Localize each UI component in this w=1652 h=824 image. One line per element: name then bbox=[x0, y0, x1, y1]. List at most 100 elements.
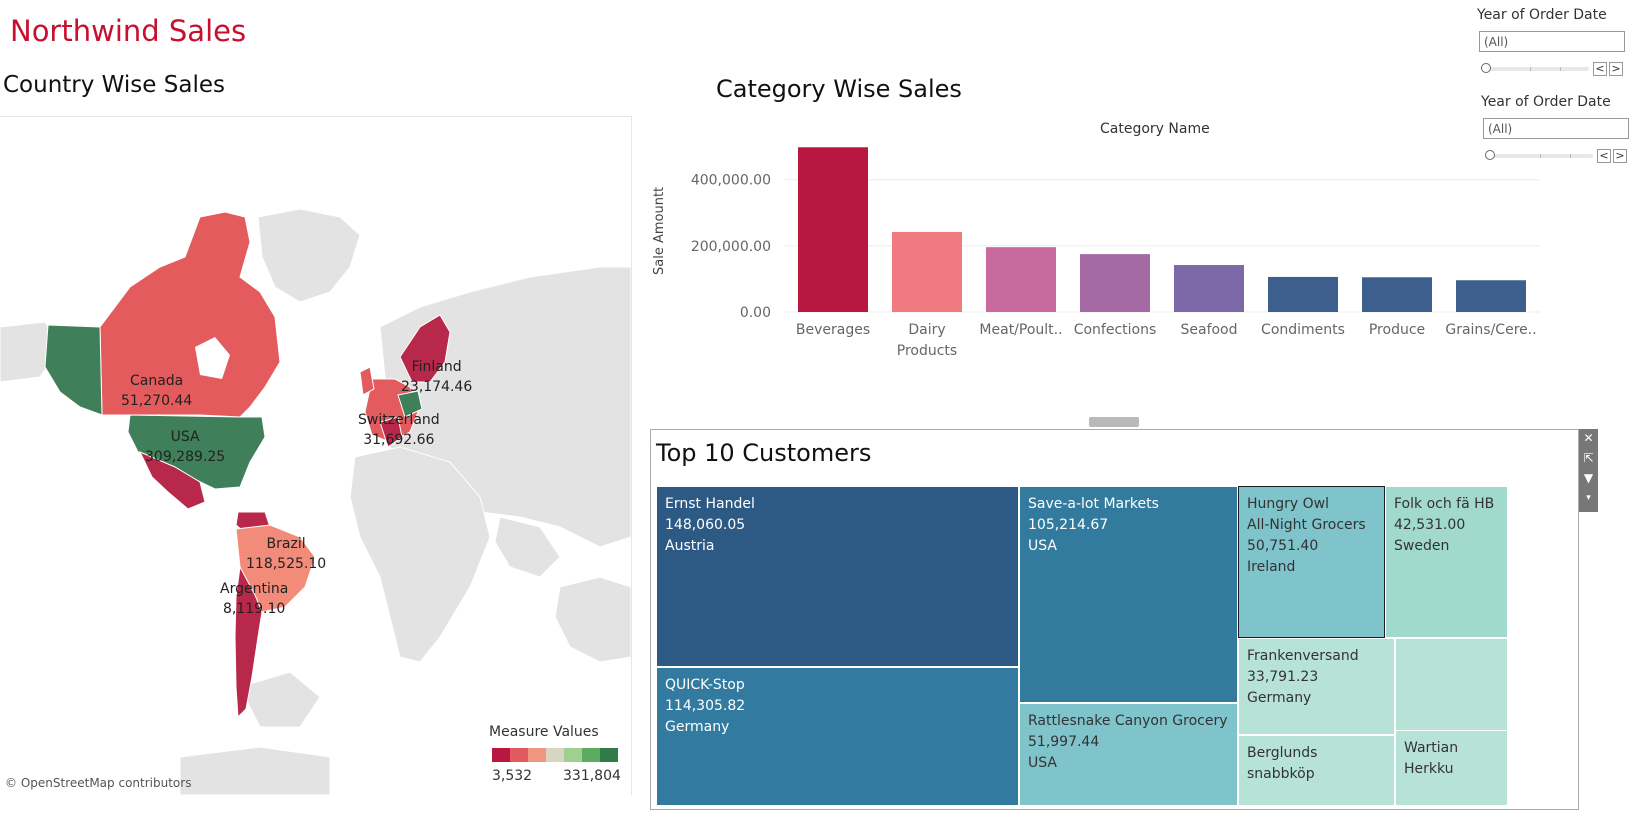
x-tick-label: Seafood bbox=[1180, 322, 1237, 338]
tile-sales-value: 148,060.05 bbox=[665, 517, 746, 533]
slider-tick bbox=[1560, 67, 1561, 71]
tile-customer-name: Frankenversand bbox=[1247, 648, 1359, 664]
year-filter-input-1[interactable]: (All) bbox=[1479, 31, 1625, 52]
year-slider-knob-1[interactable] bbox=[1481, 63, 1491, 73]
year-filter-label-1: Year of Order Date bbox=[1477, 7, 1607, 23]
bar[interactable] bbox=[986, 247, 1056, 312]
country-value: 309,289.25 bbox=[145, 449, 226, 465]
country-switzerland[interactable] bbox=[379, 416, 403, 448]
x-tick-label: Dairy bbox=[908, 322, 945, 338]
worksheet-toolbar: ✕ ⇱ ▼ ▾ bbox=[1579, 429, 1598, 512]
close-icon[interactable]: ✕ bbox=[1583, 431, 1594, 445]
map-label-usa: USA 309,289.25 bbox=[145, 427, 225, 467]
country-name: Finland bbox=[411, 359, 462, 375]
map-label-brazil: Brazil 118,525.10 bbox=[246, 534, 326, 574]
country-mexico[interactable] bbox=[138, 451, 206, 510]
treemap-tile[interactable]: Hungry Owl All-Night Grocers 50,751.40 I… bbox=[1238, 486, 1385, 638]
year-slider-track-1[interactable] bbox=[1483, 67, 1589, 71]
country-value: 118,525.10 bbox=[246, 556, 327, 572]
tile-customer-name: QUICK-Stop bbox=[665, 677, 745, 693]
tile-sales-value: 114,305.82 bbox=[665, 698, 746, 714]
bar[interactable] bbox=[1174, 265, 1244, 312]
slider-tick bbox=[1530, 67, 1531, 71]
country-value: 8,119.10 bbox=[222, 601, 286, 617]
country-alaska[interactable] bbox=[44, 324, 103, 416]
tile-customer-name: snabbköp bbox=[1247, 766, 1315, 782]
year-filter-input-2[interactable]: (All) bbox=[1483, 118, 1629, 139]
year-slider-knob-2[interactable] bbox=[1485, 150, 1495, 160]
legend-swatch bbox=[492, 748, 510, 762]
treemap-tile[interactable]: Berglunds snabbköp bbox=[1238, 735, 1395, 806]
slider-tick bbox=[1540, 154, 1541, 158]
legend-swatch bbox=[528, 748, 546, 762]
year-next-button-2[interactable]: > bbox=[1613, 149, 1627, 163]
x-tick-label: Condiments bbox=[1261, 322, 1345, 338]
year-next-button-1[interactable]: > bbox=[1609, 62, 1623, 76]
year-prev-button-1[interactable]: < bbox=[1593, 62, 1607, 76]
year-filter-label-2: Year of Order Date bbox=[1481, 94, 1611, 110]
country-germany-austria[interactable] bbox=[397, 390, 423, 418]
country-sales-map[interactable]: Canada 51,270.44 USA 309,289.25 Finland … bbox=[0, 116, 632, 795]
legend-swatch bbox=[600, 748, 618, 762]
treemap-tile[interactable]: Save-a-lot Markets 105,214.67 USA bbox=[1019, 486, 1238, 703]
country-uk[interactable] bbox=[359, 366, 375, 396]
open-external-icon[interactable]: ⇱ bbox=[1583, 451, 1594, 465]
y-tick-label: 400,000.00 bbox=[691, 173, 771, 189]
bar[interactable] bbox=[1456, 280, 1526, 312]
more-options-icon[interactable]: ▾ bbox=[1586, 493, 1591, 503]
legend-swatch bbox=[546, 748, 564, 762]
tile-sales-value: 105,214.67 bbox=[1028, 517, 1109, 533]
bar[interactable] bbox=[1362, 277, 1432, 312]
world-map-svg bbox=[0, 208, 631, 795]
treemap-tile[interactable]: QUICK-Stop 114,305.82 Germany bbox=[656, 667, 1019, 806]
legend-color-ramp bbox=[492, 748, 622, 762]
map-label-finland: Finland 23,174.46 bbox=[401, 357, 472, 397]
treemap-tile[interactable]: Ernst Handel 148,060.05 Austria bbox=[656, 486, 1019, 667]
legend-swatch bbox=[564, 748, 582, 762]
treemap-tile[interactable]: Folk och fä HB 42,531.00 Sweden bbox=[1385, 486, 1508, 638]
tile-country: USA bbox=[1028, 538, 1057, 554]
tile-country: Ireland bbox=[1247, 559, 1296, 575]
tile-customer-name: Hungry Owl bbox=[1247, 496, 1330, 512]
bar-chart-header: Category Name bbox=[1100, 121, 1210, 137]
base-land bbox=[0, 208, 631, 795]
legend-title: Measure Values bbox=[489, 724, 599, 740]
tile-customer-name: Ernst Handel bbox=[665, 496, 755, 512]
tile-country: Germany bbox=[1247, 690, 1312, 706]
legend-max: 331,804 bbox=[563, 768, 621, 784]
treemap-tile[interactable]: Wartian Herkku bbox=[1395, 730, 1508, 806]
x-tick-label: Confections bbox=[1074, 322, 1157, 338]
osm-credit[interactable]: © OpenStreetMap contributors bbox=[5, 776, 192, 790]
tile-country: USA bbox=[1028, 755, 1057, 771]
treemap-tile[interactable]: Rattlesnake Canyon Grocery 51,997.44 USA bbox=[1019, 703, 1238, 806]
filter-icon[interactable]: ▼ bbox=[1583, 471, 1594, 485]
year-prev-button-2[interactable]: < bbox=[1597, 149, 1611, 163]
country-usa[interactable] bbox=[127, 414, 266, 490]
tile-customer-name: Folk och fä HB bbox=[1394, 496, 1495, 512]
bar[interactable] bbox=[1080, 254, 1150, 312]
treemap-tile[interactable] bbox=[1395, 638, 1508, 735]
y-tick-label: 0.00 bbox=[740, 305, 771, 321]
tile-sales-value: 42,531.00 bbox=[1394, 517, 1466, 533]
tile-customer-name: Wartian bbox=[1404, 740, 1459, 756]
country-argentina[interactable] bbox=[234, 565, 263, 719]
x-tick-label: Products bbox=[897, 343, 957, 359]
customers-treemap[interactable]: Ernst Handel 148,060.05 Austria QUICK-St… bbox=[656, 486, 1508, 806]
resize-handle[interactable] bbox=[1089, 417, 1139, 427]
country-name: USA bbox=[170, 429, 200, 445]
x-tick-label: Grains/Cere.. bbox=[1445, 322, 1536, 338]
bar[interactable] bbox=[1268, 276, 1338, 312]
legend-min: 3,532 bbox=[492, 768, 533, 784]
tile-sales-value: 50,751.40 bbox=[1247, 538, 1319, 554]
country-sweden-finland[interactable] bbox=[399, 314, 451, 383]
x-tick-label: Beverages bbox=[796, 322, 870, 338]
country-canada[interactable] bbox=[99, 211, 281, 418]
bar[interactable] bbox=[892, 231, 962, 312]
country-name: Switzerland bbox=[358, 412, 440, 428]
treemap-title: Top 10 Customers bbox=[656, 439, 872, 467]
bar[interactable] bbox=[798, 147, 868, 312]
category-bar-chart[interactable]: 0.00 200,000.00 400,000.00 Beverages Dairy Pr… bbox=[660, 140, 1540, 370]
x-tick-label: Produce bbox=[1369, 322, 1425, 338]
treemap-tile[interactable]: Frankenversand 33,791.23 Germany bbox=[1238, 638, 1395, 735]
map-label-argentina: Argentina 8,119.10 bbox=[220, 579, 288, 619]
